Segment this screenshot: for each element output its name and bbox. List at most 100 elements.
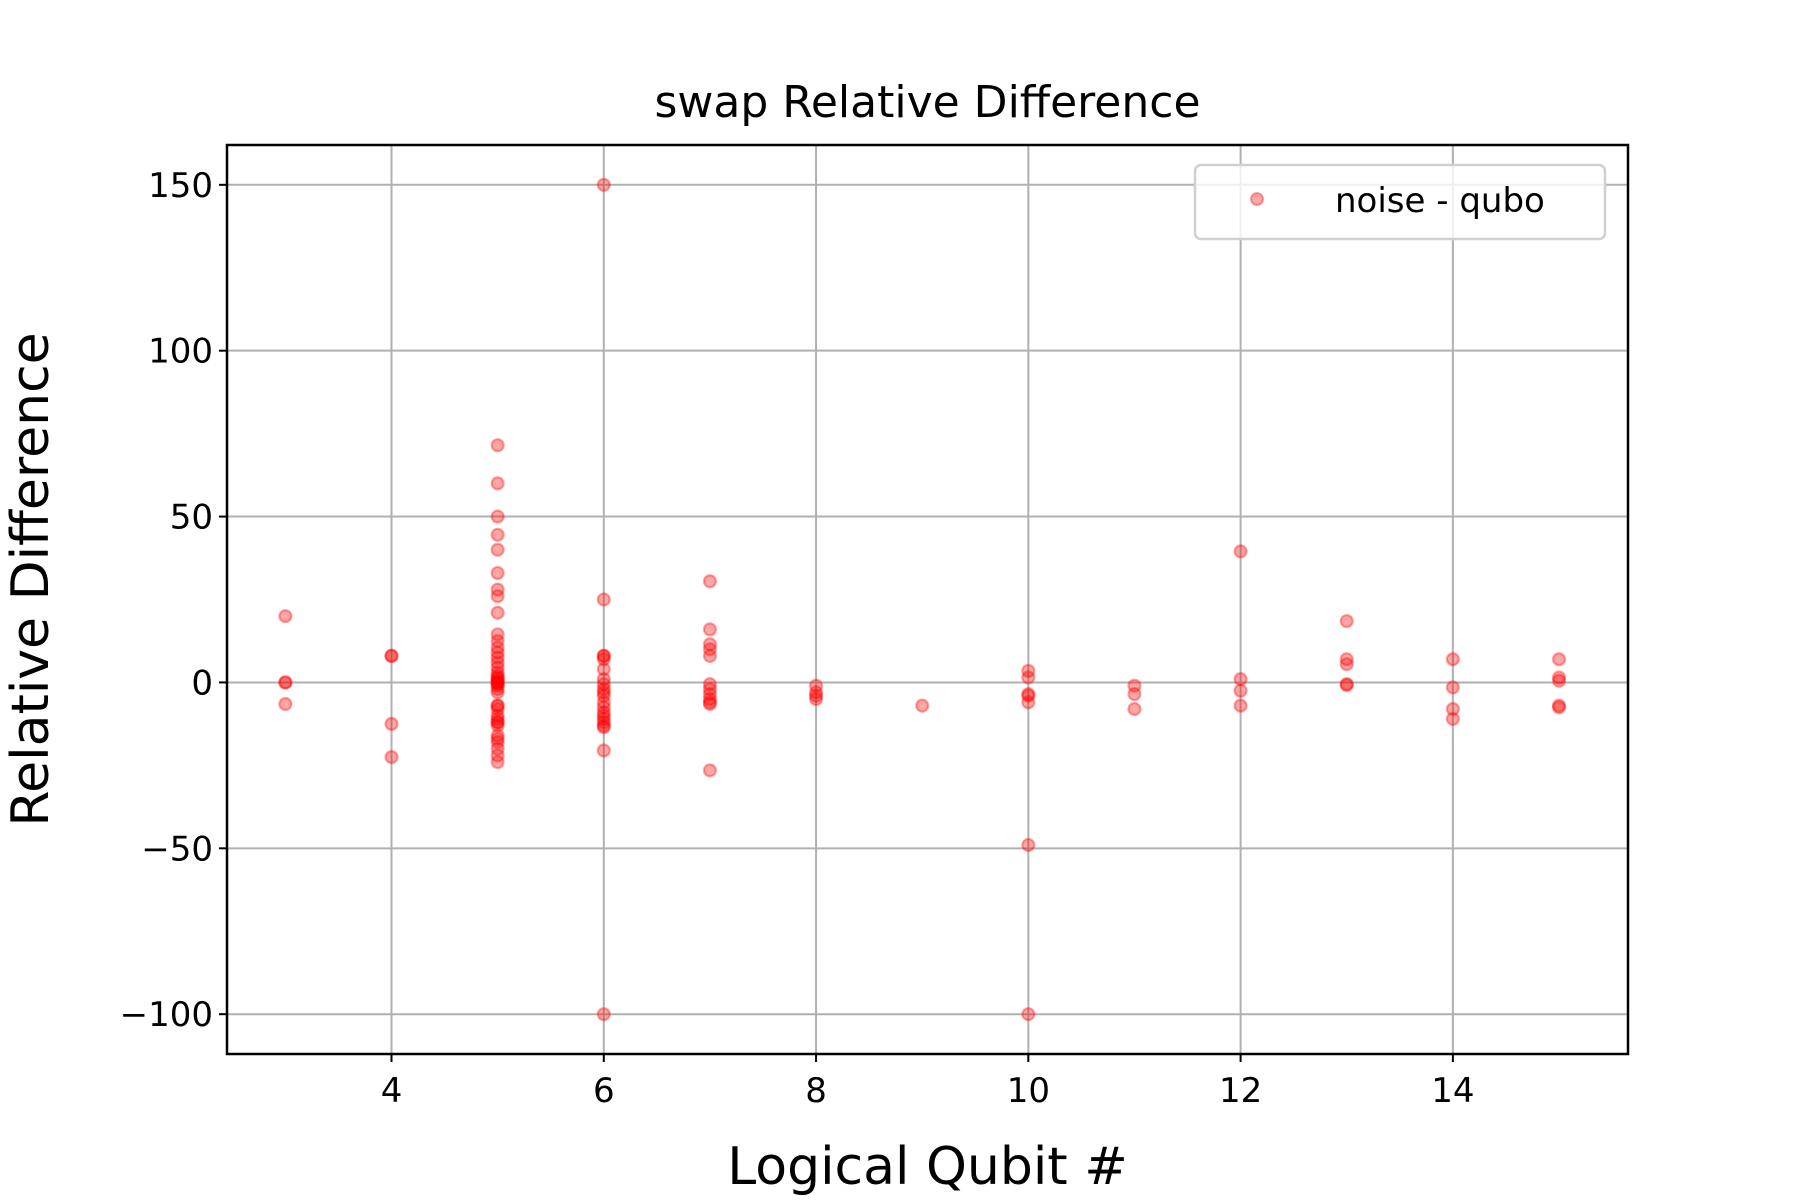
data-point xyxy=(702,696,718,712)
data-point xyxy=(490,527,505,542)
data-point xyxy=(490,715,505,730)
data-point xyxy=(1021,695,1036,710)
y-axis-ticks: −100 −50 0 50 100 150 xyxy=(120,166,227,1035)
data-point xyxy=(596,715,611,730)
data-point xyxy=(808,691,824,707)
data-point xyxy=(490,748,505,763)
data-point xyxy=(1339,676,1354,692)
data-point xyxy=(1233,683,1248,698)
data-points xyxy=(278,177,1567,1022)
data-point xyxy=(1127,678,1142,693)
data-point xyxy=(596,1007,611,1022)
data-point xyxy=(490,665,505,680)
data-point xyxy=(1233,544,1248,559)
data-point xyxy=(490,668,505,683)
data-point xyxy=(490,675,505,690)
data-point xyxy=(278,696,293,712)
data-point xyxy=(702,637,718,652)
data-point xyxy=(1021,1007,1036,1022)
data-point xyxy=(490,685,505,700)
data-point xyxy=(596,695,611,710)
data-point xyxy=(596,177,611,192)
data-point xyxy=(490,633,505,649)
data-point xyxy=(596,662,611,677)
data-point xyxy=(808,688,824,703)
x-axis-title: Logical Qubit # xyxy=(727,1137,1128,1197)
grid-lines xyxy=(227,145,1628,1054)
y-tick-label: 150 xyxy=(148,166,213,206)
data-point xyxy=(1127,701,1142,717)
data-point xyxy=(596,672,611,687)
x-tick-label: 8 xyxy=(805,1071,827,1111)
y-tick-label: 50 xyxy=(170,498,213,538)
data-point xyxy=(490,741,505,756)
data-point xyxy=(1021,688,1036,703)
data-point xyxy=(596,688,611,703)
data-point xyxy=(490,640,505,655)
data-point xyxy=(596,648,611,663)
data-point xyxy=(702,622,718,637)
x-tick-label: 12 xyxy=(1219,1071,1262,1111)
data-point xyxy=(1339,657,1354,672)
y-tick-label: 100 xyxy=(148,332,213,372)
data-point xyxy=(490,582,505,597)
data-point xyxy=(490,735,505,750)
data-point xyxy=(490,650,505,665)
data-point xyxy=(490,731,505,746)
data-point xyxy=(596,681,611,697)
data-point xyxy=(702,695,718,710)
data-point xyxy=(1021,663,1036,678)
data-point xyxy=(1233,672,1248,687)
data-point xyxy=(702,686,718,702)
data-point xyxy=(490,509,505,524)
data-point xyxy=(596,718,611,733)
data-point xyxy=(490,655,505,670)
data-point xyxy=(1551,673,1567,688)
data-point xyxy=(1339,613,1354,629)
chart-title: swap Relative Difference xyxy=(654,77,1200,128)
data-point xyxy=(490,605,505,620)
x-tick-label: 4 xyxy=(381,1071,403,1111)
data-point xyxy=(596,676,611,692)
data-point xyxy=(490,645,505,660)
data-point xyxy=(278,608,293,624)
legend-marker xyxy=(1250,192,1264,206)
data-point xyxy=(1233,698,1248,713)
data-point xyxy=(384,648,399,663)
plot-frame xyxy=(225,143,1630,1056)
data-point xyxy=(596,592,611,607)
data-point xyxy=(702,648,718,663)
data-point xyxy=(490,678,505,693)
y-tick-label: −100 xyxy=(120,995,213,1035)
data-point xyxy=(808,685,824,700)
data-point xyxy=(490,754,505,770)
data-point xyxy=(702,681,718,697)
data-point xyxy=(490,711,505,727)
data-point xyxy=(596,648,611,663)
x-tick-label: 6 xyxy=(593,1071,615,1111)
data-point xyxy=(1021,686,1036,702)
data-point xyxy=(1339,677,1354,693)
data-point xyxy=(490,698,505,713)
data-point xyxy=(1551,698,1567,713)
y-tick-label: −50 xyxy=(141,829,213,869)
data-point xyxy=(490,660,505,675)
data-point xyxy=(490,676,505,692)
y-tick-label: 0 xyxy=(191,663,213,703)
data-point xyxy=(596,711,611,727)
data-point xyxy=(702,676,718,692)
data-point xyxy=(490,681,505,697)
data-point xyxy=(1551,652,1567,667)
data-point xyxy=(490,708,505,723)
data-point xyxy=(278,675,293,690)
data-point xyxy=(596,743,611,758)
legend-box xyxy=(1193,163,1607,241)
data-point xyxy=(596,685,611,700)
data-point xyxy=(1445,701,1460,717)
data-point xyxy=(596,720,611,735)
data-point xyxy=(490,565,505,581)
data-point xyxy=(278,675,293,690)
data-point xyxy=(1127,686,1142,702)
data-point xyxy=(490,673,505,688)
